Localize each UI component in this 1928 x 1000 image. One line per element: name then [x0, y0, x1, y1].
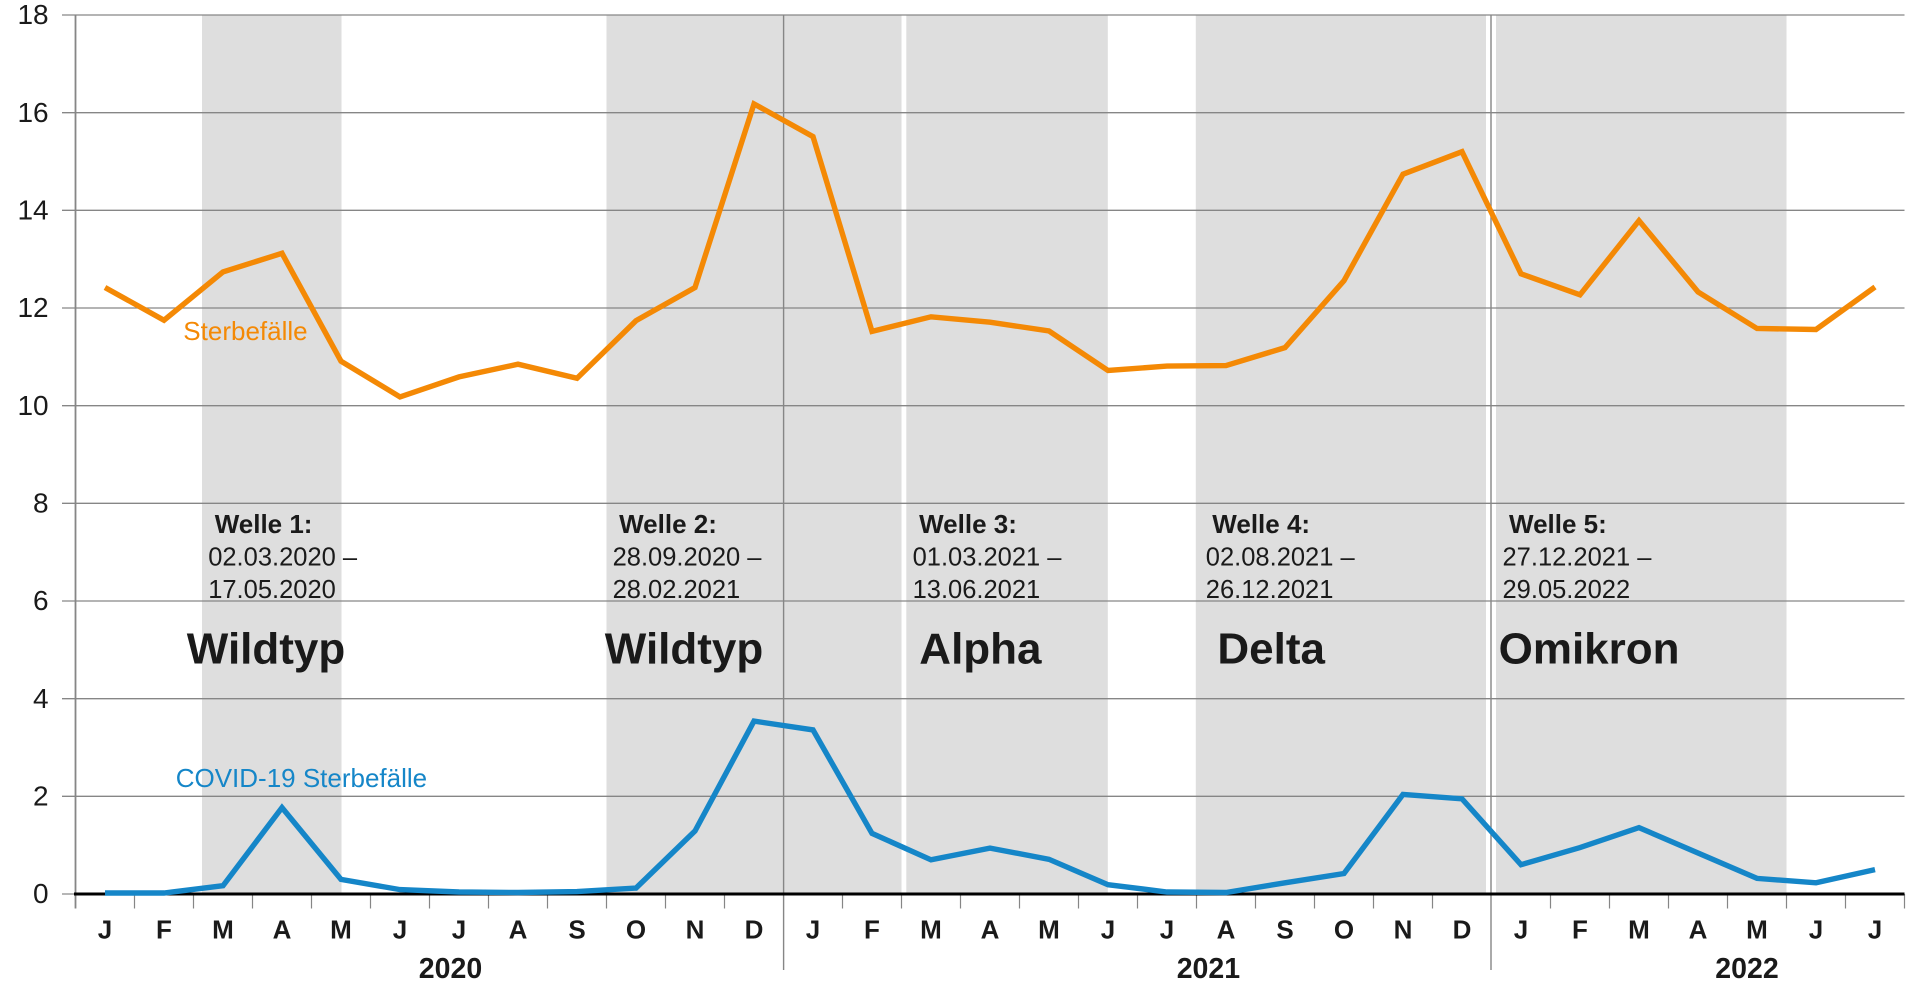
svg-text:28.09.2020 –: 28.09.2020 –	[613, 544, 763, 572]
svg-text:J: J	[1160, 915, 1174, 945]
svg-text:M: M	[1628, 915, 1650, 945]
svg-text:02.03.2020 –: 02.03.2020 –	[208, 544, 358, 572]
svg-text:N: N	[1394, 915, 1413, 945]
svg-text:4: 4	[33, 683, 49, 714]
svg-text:J: J	[1868, 915, 1882, 945]
svg-text:D: D	[745, 915, 764, 945]
svg-text:S: S	[568, 915, 585, 945]
svg-text:M: M	[1038, 915, 1060, 945]
svg-text:27.12.2021 –: 27.12.2021 –	[1503, 544, 1653, 572]
svg-text:8: 8	[33, 488, 49, 519]
svg-text:13.06.2021: 13.06.2021	[913, 576, 1041, 604]
svg-text:Welle 5:: Welle 5:	[1509, 509, 1607, 539]
svg-text:A: A	[273, 915, 292, 945]
svg-text:A: A	[1217, 915, 1236, 945]
svg-text:01.03.2021 –: 01.03.2021 –	[913, 544, 1063, 572]
svg-text:O: O	[1334, 915, 1354, 945]
svg-text:10: 10	[17, 390, 48, 421]
svg-text:02.08.2021 –: 02.08.2021 –	[1206, 544, 1356, 572]
svg-text:12: 12	[17, 292, 48, 323]
svg-text:M: M	[1746, 915, 1768, 945]
svg-text:M: M	[330, 915, 352, 945]
svg-text:J: J	[806, 915, 820, 945]
svg-text:F: F	[156, 915, 172, 945]
svg-text:Delta: Delta	[1217, 625, 1325, 674]
svg-text:A: A	[509, 915, 528, 945]
svg-text:2022: 2022	[1715, 953, 1778, 985]
svg-text:Welle 4:: Welle 4:	[1212, 509, 1310, 539]
svg-text:J: J	[1101, 915, 1115, 945]
svg-text:Welle 1:: Welle 1:	[215, 509, 313, 539]
svg-text:F: F	[864, 915, 880, 945]
svg-text:28.02.2021: 28.02.2021	[613, 576, 741, 604]
svg-text:Omikron: Omikron	[1499, 625, 1680, 674]
svg-text:M: M	[212, 915, 234, 945]
svg-text:18: 18	[17, 0, 48, 30]
svg-text:6: 6	[33, 585, 49, 616]
svg-text:2020: 2020	[419, 953, 482, 985]
svg-text:2021: 2021	[1177, 953, 1241, 985]
svg-text:A: A	[981, 915, 1000, 945]
svg-text:COVID-19 Sterbefälle: COVID-19 Sterbefälle	[176, 763, 427, 793]
svg-text:A: A	[1689, 915, 1708, 945]
svg-text:M: M	[920, 915, 942, 945]
svg-text:Wildtyp: Wildtyp	[187, 625, 345, 674]
svg-text:0: 0	[33, 878, 49, 909]
svg-text:Alpha: Alpha	[919, 625, 1042, 674]
svg-text:O: O	[626, 915, 646, 945]
svg-text:2: 2	[33, 781, 49, 812]
svg-text:F: F	[1572, 915, 1588, 945]
svg-text:Welle 3:: Welle 3:	[919, 509, 1017, 539]
svg-text:J: J	[452, 915, 466, 945]
svg-text:J: J	[1809, 915, 1823, 945]
svg-text:29.05.2022: 29.05.2022	[1503, 576, 1631, 604]
svg-text:14: 14	[17, 195, 48, 226]
svg-text:26.12.2021: 26.12.2021	[1206, 576, 1334, 604]
svg-text:D: D	[1453, 915, 1472, 945]
svg-text:17.05.2020: 17.05.2020	[208, 576, 336, 604]
svg-text:J: J	[98, 915, 112, 945]
svg-text:Sterbefälle: Sterbefälle	[183, 316, 307, 346]
svg-text:S: S	[1276, 915, 1293, 945]
svg-text:J: J	[1514, 915, 1528, 945]
svg-text:Wildtyp: Wildtyp	[605, 625, 763, 674]
svg-text:N: N	[686, 915, 705, 945]
svg-text:J: J	[393, 915, 407, 945]
svg-text:16: 16	[17, 97, 48, 128]
svg-text:Welle 2:: Welle 2:	[619, 509, 717, 539]
